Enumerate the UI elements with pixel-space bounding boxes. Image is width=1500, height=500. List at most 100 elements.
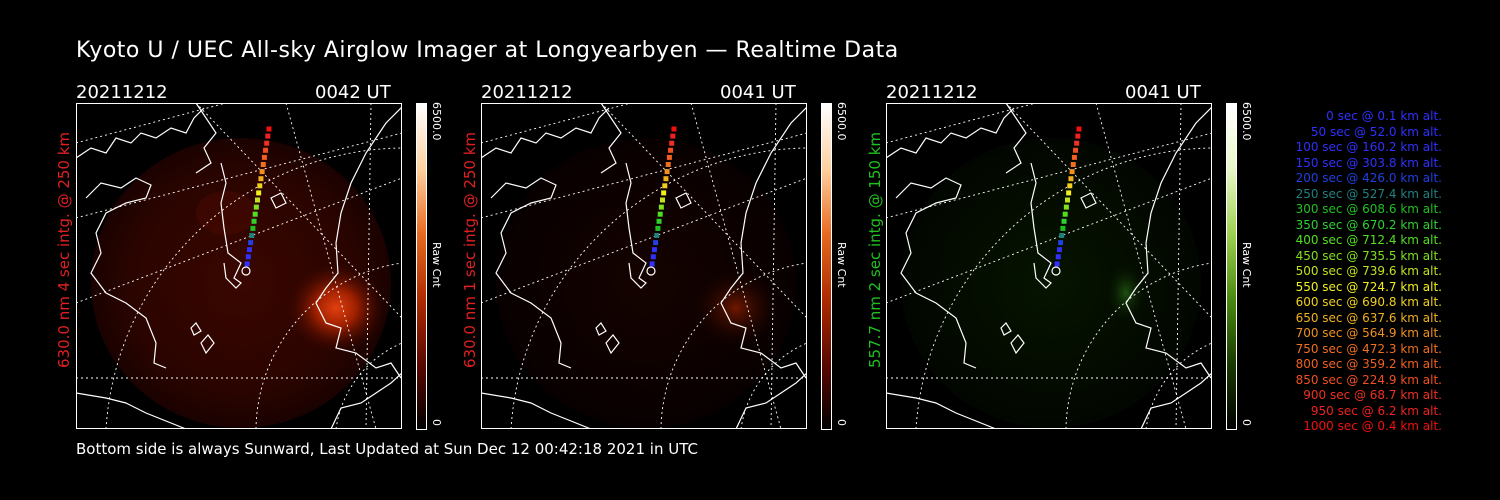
trajectory-marker xyxy=(1068,176,1074,182)
legend-row: 1000 sec @ 0.4 km alt. xyxy=(1303,419,1442,433)
grid-line xyxy=(740,342,807,429)
trajectory-marker xyxy=(669,140,675,146)
legend-row: 400 sec @ 712.4 km alt. xyxy=(1295,233,1442,247)
trajectory-marker xyxy=(646,266,656,276)
trajectory-marker xyxy=(244,261,250,267)
coastline xyxy=(220,162,242,289)
legend-row: 850 sec @ 224.9 km alt. xyxy=(1295,372,1442,387)
coastline xyxy=(190,322,202,336)
trajectory-marker xyxy=(250,225,256,231)
trajectory-marker xyxy=(241,266,251,276)
panel-time: 0041 UT xyxy=(720,82,796,103)
trajectory-marker xyxy=(255,197,260,203)
grid-line xyxy=(1175,103,1182,429)
grid-line xyxy=(76,132,402,219)
panel-date: 20211212 xyxy=(886,82,978,103)
colorbar xyxy=(821,103,832,430)
trajectory-marker xyxy=(259,169,265,175)
trajectory-marker xyxy=(664,169,670,175)
trajectory-marker xyxy=(1074,140,1080,146)
legend-row: 800 sec @ 359.2 km alt. xyxy=(1295,357,1442,371)
coastline xyxy=(886,392,997,429)
legend-row: 700 sec @ 564.9 km alt. xyxy=(1295,326,1442,340)
trajectory-marker xyxy=(1058,240,1064,246)
coastline xyxy=(76,392,187,429)
trajectory-marker xyxy=(258,176,264,182)
footer-status: Bottom side is always Sunward, Last Upda… xyxy=(76,440,698,458)
coastline xyxy=(270,192,287,209)
trajectory-marker xyxy=(657,211,663,217)
page-title: Kyoto U / UEC All-sky Airglow Imager at … xyxy=(76,38,899,63)
colorbar-max-label: 6500.0 xyxy=(1240,102,1253,141)
colorbar-unit-label: Raw Cnt xyxy=(835,242,848,288)
trajectory-marker xyxy=(1073,147,1079,153)
panel-time: 0041 UT xyxy=(1125,82,1201,103)
trajectory-marker xyxy=(1071,154,1077,160)
trajectory-marker xyxy=(1067,183,1073,189)
grid-line xyxy=(770,103,777,429)
grid-line xyxy=(510,147,807,429)
panel-wavelength-label: 630.0 nm 4 sec intg. @ 250 km xyxy=(55,131,73,368)
trajectory-marker xyxy=(650,254,656,260)
trajectory-marker xyxy=(1059,233,1065,238)
grid-line xyxy=(365,103,372,429)
trajectory-marker xyxy=(1060,225,1066,231)
legend-row: 300 sec @ 608.6 km alt. xyxy=(1295,202,1442,216)
trajectory-marker xyxy=(245,254,251,260)
trajectory-marker xyxy=(670,133,676,139)
trajectory-marker xyxy=(1065,197,1070,203)
grid-line xyxy=(886,177,1212,304)
coastline xyxy=(1125,106,1212,379)
coastline xyxy=(605,334,620,355)
legend-row: 250 sec @ 527.4 km alt. xyxy=(1295,186,1442,201)
trajectory-marker xyxy=(1055,254,1061,260)
trajectory-marker xyxy=(662,183,668,189)
grid-line xyxy=(481,177,807,304)
trajectory-marker xyxy=(671,126,677,132)
grid-line xyxy=(481,103,632,144)
coastline xyxy=(595,322,607,336)
trajectory-marker xyxy=(661,190,667,196)
legend-row: 650 sec @ 637.6 km alt. xyxy=(1295,310,1442,325)
legend-row: 200 sec @ 426.0 km alt. xyxy=(1295,171,1442,185)
grid-line xyxy=(886,132,1212,219)
coastline xyxy=(200,334,215,355)
colorbar-min-label: 0 xyxy=(1240,419,1253,426)
colorbar xyxy=(1226,103,1237,430)
coastline xyxy=(720,106,807,379)
trajectory-marker xyxy=(261,154,267,160)
coastline xyxy=(490,177,572,369)
trajectory-marker xyxy=(658,204,664,210)
trajectory-marker xyxy=(1075,133,1081,139)
trajectory-marker xyxy=(265,133,271,139)
trajectory-marker xyxy=(666,154,672,160)
grid-line xyxy=(76,177,402,304)
panel-time: 0042 UT xyxy=(315,82,391,103)
trajectory-marker xyxy=(251,218,257,224)
coastline xyxy=(886,107,1015,159)
allsky-image-557-2s xyxy=(886,103,1212,429)
trajectory-marker xyxy=(1063,204,1069,210)
trajectory-marker xyxy=(252,211,258,217)
grid-line xyxy=(335,342,402,429)
trajectory-marker xyxy=(264,140,270,146)
legend-row: 950 sec @ 6.2 km alt. xyxy=(1310,403,1442,418)
trajectory-marker xyxy=(1062,211,1068,217)
legend-row: 100 sec @ 160.2 km alt. xyxy=(1295,140,1442,154)
colorbar xyxy=(416,103,427,430)
allsky-image-630-1s xyxy=(481,103,807,429)
coastline xyxy=(85,177,167,369)
trajectory-marker xyxy=(266,126,272,132)
colorbar-max-label: 6500.0 xyxy=(835,102,848,141)
coastline xyxy=(895,177,977,369)
trajectory-marker xyxy=(668,147,674,153)
colorbar-min-label: 0 xyxy=(430,419,443,426)
trajectory-marker xyxy=(654,233,660,238)
grid-line xyxy=(76,103,227,144)
coastline xyxy=(315,106,402,379)
coastline xyxy=(330,372,402,429)
legend-row: 450 sec @ 735.5 km alt. xyxy=(1295,248,1442,263)
trajectory-marker xyxy=(656,218,662,224)
trajectory-marker xyxy=(655,225,661,231)
coastline xyxy=(1010,334,1025,355)
